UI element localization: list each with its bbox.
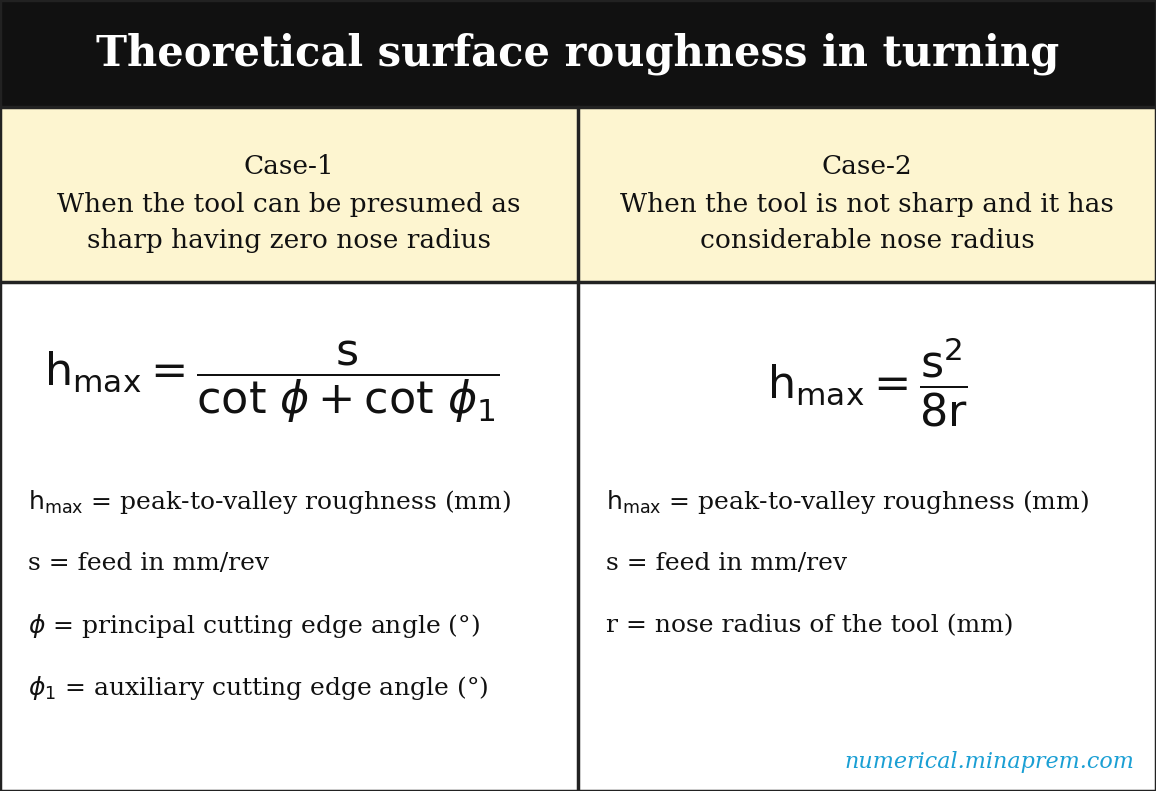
Text: r = nose radius of the tool (mm): r = nose radius of the tool (mm) xyxy=(606,615,1014,638)
Text: $\mathrm{h_{max}}$ = peak-to-valley roughness (mm): $\mathrm{h_{max}}$ = peak-to-valley roug… xyxy=(28,488,511,516)
Text: $\mathrm{h_{max}} = \dfrac{\mathrm{s}}{\cot\,\phi + \cot\,\phi_1}$: $\mathrm{h_{max}} = \dfrac{\mathrm{s}}{\… xyxy=(44,339,499,426)
Text: considerable nose radius: considerable nose radius xyxy=(699,228,1035,253)
Bar xyxy=(0,0,1156,107)
Text: $\phi$ = principal cutting edge angle (°): $\phi$ = principal cutting edge angle (°… xyxy=(28,612,480,640)
Text: sharp having zero nose radius: sharp having zero nose radius xyxy=(87,228,491,253)
Text: s = feed in mm/rev: s = feed in mm/rev xyxy=(606,552,847,576)
Text: $\mathrm{h_{max}} = \dfrac{\mathrm{s}^2}{\mathrm{8r}}$: $\mathrm{h_{max}} = \dfrac{\mathrm{s}^2}… xyxy=(766,335,968,429)
Text: Theoretical surface roughness in turning: Theoretical surface roughness in turning xyxy=(96,32,1060,75)
Text: Case-1: Case-1 xyxy=(244,154,334,179)
Text: When the tool is not sharp and it has: When the tool is not sharp and it has xyxy=(620,192,1114,217)
Text: $\phi_1$ = auxiliary cutting edge angle (°): $\phi_1$ = auxiliary cutting edge angle … xyxy=(28,674,489,702)
Text: $\mathrm{h_{max}}$ = peak-to-valley roughness (mm): $\mathrm{h_{max}}$ = peak-to-valley roug… xyxy=(606,488,1089,516)
Text: When the tool can be presumed as: When the tool can be presumed as xyxy=(58,192,520,217)
Text: s = feed in mm/rev: s = feed in mm/rev xyxy=(28,552,269,576)
Bar xyxy=(0,107,1156,282)
Text: numerical.minaprem.com: numerical.minaprem.com xyxy=(844,751,1134,773)
Text: Case-2: Case-2 xyxy=(822,154,912,179)
Bar xyxy=(0,282,1156,791)
